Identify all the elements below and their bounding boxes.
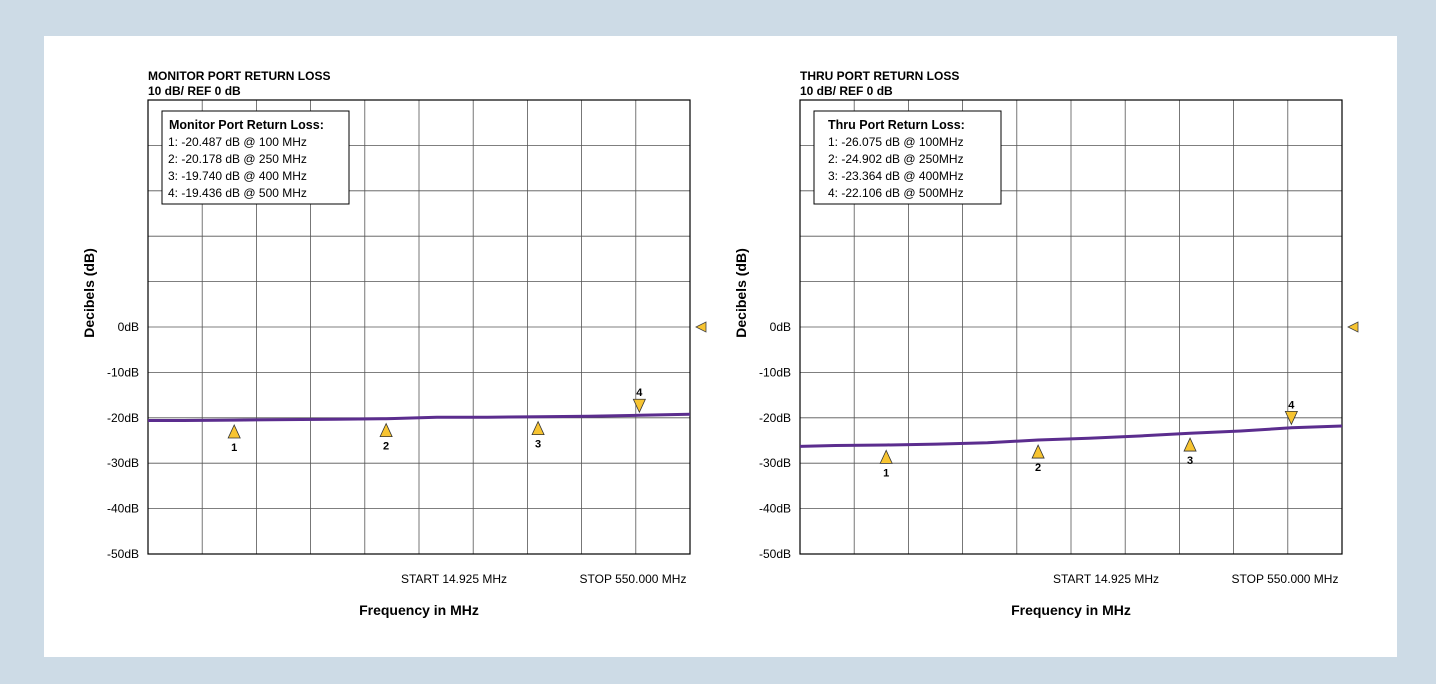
y-tick-label: 0dB xyxy=(118,320,139,334)
legend-item: 4: -19.436 dB @ 500 MHz xyxy=(168,186,307,200)
marker-label: 2 xyxy=(1035,462,1041,474)
marker-label: 1 xyxy=(231,442,237,454)
plot-frame xyxy=(799,99,1343,555)
marker-triangle xyxy=(1031,444,1045,459)
legend-title: Thru Port Return Loss: xyxy=(828,118,965,132)
marker-triangle xyxy=(227,424,241,439)
legend-item: 1: -20.487 dB @ 100 MHz xyxy=(168,135,307,149)
marker-label: 2 xyxy=(383,441,389,453)
legend-item: 2: -24.902 dB @ 250MHz xyxy=(828,152,964,166)
y-axis-title: Decibels (dB) xyxy=(733,248,749,337)
marker-triangle xyxy=(531,420,545,436)
marker-label: 1 xyxy=(883,467,889,479)
x-axis-title: Frequency in MHz xyxy=(359,602,479,618)
x-axis-title: Frequency in MHz xyxy=(1011,602,1131,618)
x-stop-label: STOP 550.000 MHz xyxy=(580,572,687,586)
y-tick-label: -20dB xyxy=(107,411,139,425)
legend-item: 2: -20.178 dB @ 250 MHz xyxy=(168,152,307,166)
plot-frame xyxy=(147,99,691,555)
legend-item: 3: -19.740 dB @ 400 MHz xyxy=(168,169,307,183)
y-tick-label: -10dB xyxy=(107,365,139,379)
legend-item: 1: -26.075 dB @ 100MHz xyxy=(828,135,964,149)
legend-item: 3: -23.364 dB @ 400MHz xyxy=(828,169,964,183)
y-tick-label: -50dB xyxy=(759,547,791,561)
legend-box xyxy=(813,110,1002,205)
marker-triangle xyxy=(879,449,893,464)
chart-subtitle: 10 dB/ REF 0 dB xyxy=(148,84,241,98)
y-tick-label: -40dB xyxy=(759,502,791,516)
marker-triangle xyxy=(1284,410,1298,426)
y-tick-label: -50dB xyxy=(107,547,139,561)
legend-title: Monitor Port Return Loss: xyxy=(169,118,324,132)
y-tick-label: -10dB xyxy=(759,365,791,379)
return-loss-trace xyxy=(148,412,691,422)
marker-label: 4 xyxy=(636,387,643,399)
chart-title: MONITOR PORT RETURN LOSS xyxy=(148,69,330,83)
chart-title: THRU PORT RETURN LOSS xyxy=(800,69,959,83)
reference-level-arrow xyxy=(1347,321,1359,333)
y-tick-label: -30dB xyxy=(759,456,791,470)
figure-panel: MONITOR PORT RETURN LOSS 10 dB/ REF 0 dB 0… xyxy=(44,36,1397,657)
marker-triangle xyxy=(632,398,646,414)
y-tick-label: 0dB xyxy=(770,320,791,334)
y-axis-title: Decibels (dB) xyxy=(81,248,97,337)
y-tick-label: -20dB xyxy=(759,411,791,425)
marker-triangle xyxy=(379,422,393,438)
marker-triangle xyxy=(1183,437,1197,452)
marker-label: 3 xyxy=(535,439,541,451)
x-start-label: START 14.925 MHz xyxy=(1053,572,1159,586)
marker-label: 4 xyxy=(1288,399,1295,411)
reference-level-arrow xyxy=(695,321,707,333)
legend-box xyxy=(161,110,350,205)
legend-item: 4: -22.106 dB @ 500MHz xyxy=(828,186,964,200)
chart-subtitle: 10 dB/ REF 0 dB xyxy=(800,84,893,98)
x-start-label: START 14.925 MHz xyxy=(401,572,507,586)
x-stop-label: STOP 550.000 MHz xyxy=(1232,572,1339,586)
y-tick-label: -40dB xyxy=(107,502,139,516)
y-tick-label: -30dB xyxy=(107,456,139,470)
marker-label: 3 xyxy=(1187,455,1193,467)
return-loss-trace xyxy=(799,424,1343,448)
